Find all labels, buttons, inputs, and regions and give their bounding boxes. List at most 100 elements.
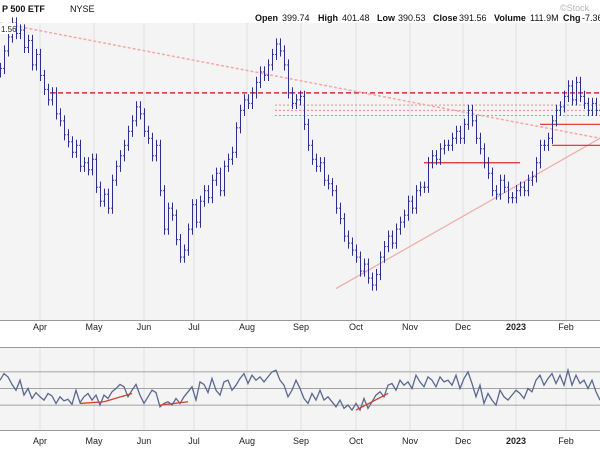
price-bar <box>143 108 146 137</box>
price-bar <box>103 188 106 207</box>
chg-value: -7.36 <box>582 13 600 23</box>
price-flag-box <box>0 23 16 34</box>
price-bar <box>183 244 186 263</box>
price-panel <box>0 23 600 320</box>
downtrend-line <box>0 22 600 140</box>
x-axis-bottom: Apr May Jun Jul Aug Sep Oct Nov Dec 2023 Feb <box>33 436 574 446</box>
price-bar <box>447 139 450 151</box>
price-bar <box>131 115 134 137</box>
price-bar <box>419 181 422 197</box>
price-bar <box>167 202 170 235</box>
price-bar <box>199 195 202 228</box>
price-bar <box>39 48 42 82</box>
price-bar <box>387 230 390 253</box>
high-label: High <box>318 13 338 23</box>
price-bar <box>115 160 118 186</box>
price-bar <box>275 38 278 61</box>
price-bar <box>111 174 114 214</box>
close-value: 391.56 <box>459 13 487 23</box>
price-bar <box>279 38 282 57</box>
price-bar <box>227 153 230 172</box>
volume-value: 111.9M <box>530 13 559 23</box>
price-bar <box>359 251 362 277</box>
divergence-line <box>159 401 189 406</box>
price-bar <box>367 258 370 284</box>
x-tick-label: Nov <box>402 436 419 446</box>
price-bar <box>427 157 430 193</box>
low-label: Low <box>377 13 396 23</box>
price-bar <box>475 115 478 144</box>
price-bar <box>123 139 126 162</box>
price-bar <box>243 94 246 116</box>
price-bar <box>59 108 62 127</box>
price-bar <box>499 174 502 200</box>
price-bar <box>519 181 522 197</box>
price-bar <box>35 48 38 71</box>
x-tick-label: Sep <box>293 322 309 332</box>
price-bar <box>439 143 442 165</box>
price-bar <box>571 80 574 106</box>
price-bar <box>355 244 358 263</box>
price-bar <box>467 104 470 130</box>
price-bar <box>491 167 494 197</box>
price-bar <box>23 24 26 54</box>
price-bar <box>455 125 458 144</box>
price-bar <box>91 153 94 176</box>
price-bar <box>267 59 270 82</box>
price-bar <box>203 185 206 207</box>
x-tick-label: May <box>85 322 103 332</box>
price-bar <box>463 118 466 144</box>
price-bar <box>303 90 306 130</box>
open-value: 399.74 <box>282 13 310 23</box>
price-bar <box>155 139 158 162</box>
x-tick-label: Dec <box>455 436 472 446</box>
low-value: 390.53 <box>398 13 426 23</box>
x-tick-label: Sep <box>293 436 309 446</box>
price-bar <box>375 268 378 291</box>
price-bar <box>411 195 414 214</box>
price-bar <box>331 178 334 197</box>
price-bar <box>591 97 594 116</box>
price-bar <box>547 132 550 151</box>
price-bar <box>583 90 586 109</box>
price-flag-text: 1.56 <box>1 25 17 34</box>
price-bar <box>235 122 238 158</box>
price-bar <box>287 59 290 99</box>
price-bar <box>0 62 2 78</box>
price-bar <box>263 66 266 82</box>
price-bar <box>43 69 46 95</box>
price-bar <box>119 150 122 172</box>
price-bar <box>299 90 302 106</box>
price-bar <box>319 157 322 172</box>
price-bar <box>55 87 58 120</box>
price-bar <box>251 87 254 109</box>
price-bar <box>471 104 474 127</box>
price-bar <box>175 209 178 246</box>
exchange-label: NYSE <box>70 4 95 14</box>
price-bar <box>539 139 542 169</box>
x-tick-label: Jun <box>137 322 152 332</box>
price-bar <box>307 118 310 151</box>
x-tick-label: Jul <box>188 322 200 332</box>
price-bar <box>383 241 386 263</box>
x-tick-label: 2023 <box>506 322 526 332</box>
price-bar <box>219 167 222 197</box>
price-bar <box>395 223 398 249</box>
price-bar <box>151 132 154 162</box>
divergence-line <box>355 392 389 411</box>
price-bar <box>87 157 90 176</box>
price-bar <box>147 125 150 144</box>
x-tick-label: Oct <box>349 436 364 446</box>
price-bar <box>187 223 190 256</box>
price-bar <box>291 87 294 109</box>
price-bar <box>139 101 142 120</box>
price-bar <box>127 125 130 151</box>
price-bar <box>323 157 326 186</box>
price-bar <box>271 48 274 71</box>
x-axis-top: Apr May Jun Jul Aug Sep Oct Nov Dec 2023 Feb <box>33 322 574 332</box>
x-tick-label: Apr <box>33 436 47 446</box>
price-bar <box>423 181 426 193</box>
price-bar <box>315 153 318 172</box>
price-bar <box>231 146 234 165</box>
